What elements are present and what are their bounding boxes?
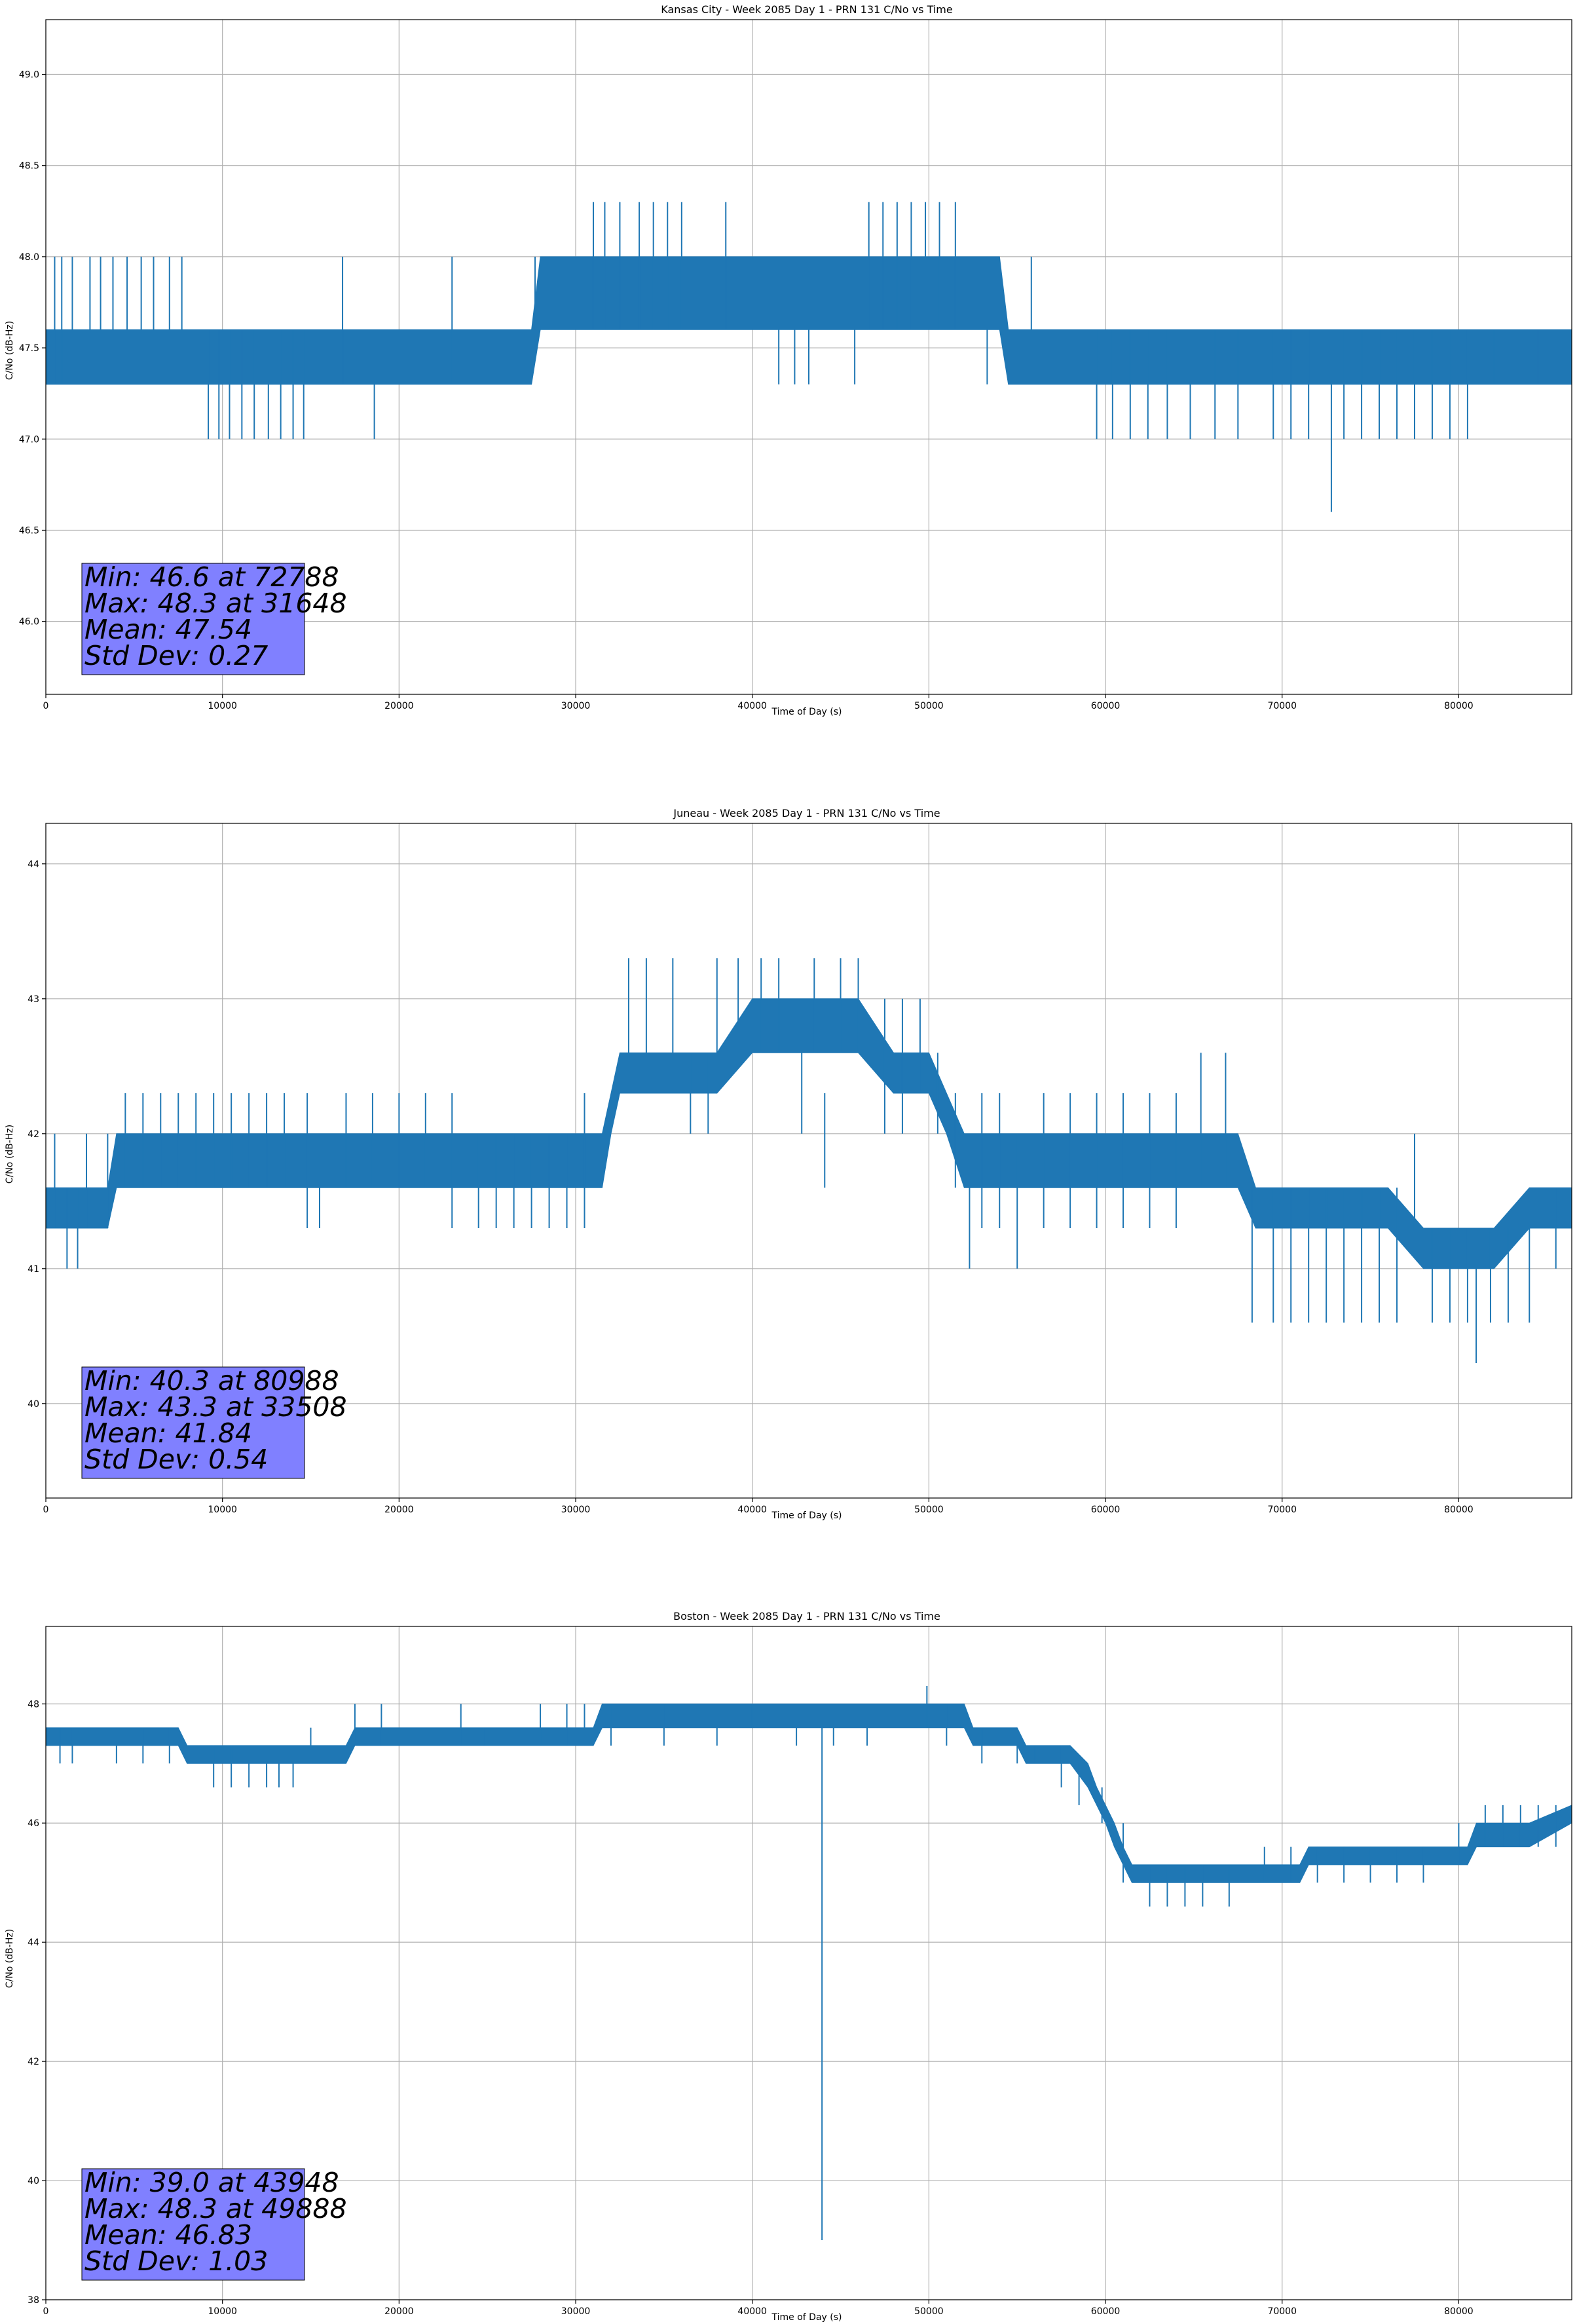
axes-frame bbox=[45, 823, 1572, 1499]
y-tick-label: 49.0 bbox=[19, 70, 39, 81]
kansas-city-chart: Kansas City - Week 2085 Day 1 - PRN 131 … bbox=[5, 3, 1572, 717]
chart-title: Boston - Week 2085 Day 1 - PRN 131 C/No … bbox=[673, 1610, 940, 1622]
stats-line: Min: 40.3 at 80988 bbox=[84, 1365, 339, 1396]
y-tick-label: 48.5 bbox=[19, 161, 39, 172]
stats-line: Min: 39.0 at 43948 bbox=[84, 2167, 339, 2198]
juneau-chart: Juneau - Week 2085 Day 1 - PRN 131 C/No … bbox=[5, 807, 1572, 1521]
x-tick-label: 20000 bbox=[384, 701, 414, 711]
x-tick-label: 30000 bbox=[561, 2306, 591, 2317]
cno-series-band bbox=[46, 998, 1572, 1269]
y-tick-label: 44 bbox=[28, 859, 39, 870]
stats-line: Max: 43.3 at 33508 bbox=[84, 1391, 347, 1423]
stats-line: Mean: 41.84 bbox=[84, 1417, 252, 1449]
x-tick-label: 30000 bbox=[561, 1505, 591, 1515]
y-tick-label: 40 bbox=[28, 1399, 39, 1410]
x-tick-label: 30000 bbox=[561, 701, 591, 711]
x-tick-label: 70000 bbox=[1267, 2306, 1297, 2317]
x-tick-label: 40000 bbox=[737, 1505, 767, 1515]
y-tick-label: 48 bbox=[28, 1699, 39, 1710]
y-tick-label: 46.5 bbox=[19, 525, 39, 536]
x-tick-label: 10000 bbox=[208, 701, 237, 711]
chart-title: Kansas City - Week 2085 Day 1 - PRN 131 … bbox=[661, 3, 952, 16]
stats-line: Max: 48.3 at 49888 bbox=[84, 2193, 347, 2224]
plot-area bbox=[46, 958, 1572, 1363]
y-tick-label: 46.0 bbox=[19, 617, 39, 628]
stats-box bbox=[81, 2168, 305, 2281]
stats-box bbox=[81, 1366, 305, 1479]
x-axis-label: Time of Day (s) bbox=[771, 1510, 842, 1521]
chart-title: Juneau - Week 2085 Day 1 - PRN 131 C/No … bbox=[673, 807, 940, 819]
y-axis-label: C/No (dB-Hz) bbox=[5, 321, 15, 380]
y-axis-label: C/No (dB-Hz) bbox=[5, 1929, 15, 1988]
stats-line: Mean: 47.54 bbox=[84, 614, 252, 645]
stats-line: Min: 46.6 at 72788 bbox=[84, 561, 339, 593]
y-tick-label: 47.5 bbox=[19, 343, 39, 354]
x-tick-label: 70000 bbox=[1267, 701, 1297, 711]
y-tick-label: 42 bbox=[28, 2057, 39, 2067]
x-tick-label: 80000 bbox=[1444, 1505, 1474, 1515]
boston-chart: Boston - Week 2085 Day 1 - PRN 131 C/No … bbox=[5, 1610, 1572, 2323]
x-tick-label: 0 bbox=[43, 2306, 49, 2317]
x-tick-label: 10000 bbox=[208, 2306, 237, 2317]
x-tick-label: 50000 bbox=[914, 2306, 944, 2317]
x-tick-label: 40000 bbox=[737, 2306, 767, 2317]
y-tick-label: 43 bbox=[28, 994, 39, 1005]
y-tick-label: 42 bbox=[28, 1129, 39, 1140]
y-tick-label: 38 bbox=[28, 2295, 39, 2306]
x-tick-label: 50000 bbox=[914, 701, 944, 711]
cno-series-band bbox=[46, 1703, 1572, 1883]
y-axis-label: C/No (dB-Hz) bbox=[5, 1125, 15, 1184]
x-tick-label: 20000 bbox=[384, 1505, 414, 1515]
x-tick-label: 40000 bbox=[737, 701, 767, 711]
x-tick-label: 80000 bbox=[1444, 701, 1474, 711]
axes-frame bbox=[45, 1626, 1572, 2300]
x-axis-label: Time of Day (s) bbox=[771, 707, 842, 717]
stats-line: Max: 48.3 at 31648 bbox=[84, 588, 347, 619]
x-tick-label: 60000 bbox=[1091, 701, 1121, 711]
stats-line: Std Dev: 1.03 bbox=[84, 2245, 268, 2277]
y-tick-label: 46 bbox=[28, 1818, 39, 1829]
x-tick-label: 50000 bbox=[914, 1505, 944, 1515]
x-tick-label: 60000 bbox=[1091, 2306, 1121, 2317]
x-tick-label: 20000 bbox=[384, 2306, 414, 2317]
x-tick-label: 70000 bbox=[1267, 1505, 1297, 1515]
x-tick-label: 10000 bbox=[208, 1505, 237, 1515]
y-tick-label: 44 bbox=[28, 1938, 39, 1948]
y-tick-label: 40 bbox=[28, 2176, 39, 2186]
y-tick-label: 41 bbox=[28, 1264, 39, 1275]
stats-box bbox=[81, 563, 305, 675]
plot-area bbox=[46, 202, 1572, 512]
x-tick-label: 0 bbox=[43, 701, 49, 711]
stats-line: Std Dev: 0.27 bbox=[84, 640, 268, 671]
x-axis-label: Time of Day (s) bbox=[771, 2312, 842, 2323]
stats-line: Std Dev: 0.54 bbox=[84, 1444, 268, 1475]
y-tick-label: 47.0 bbox=[19, 434, 39, 445]
axes-frame bbox=[45, 19, 1572, 695]
y-tick-label: 48.0 bbox=[19, 252, 39, 263]
stats-line: Mean: 46.83 bbox=[84, 2219, 252, 2251]
plot-area bbox=[46, 1685, 1572, 2241]
x-tick-label: 0 bbox=[43, 1505, 49, 1515]
x-tick-label: 80000 bbox=[1444, 2306, 1474, 2317]
x-tick-label: 60000 bbox=[1091, 1505, 1121, 1515]
